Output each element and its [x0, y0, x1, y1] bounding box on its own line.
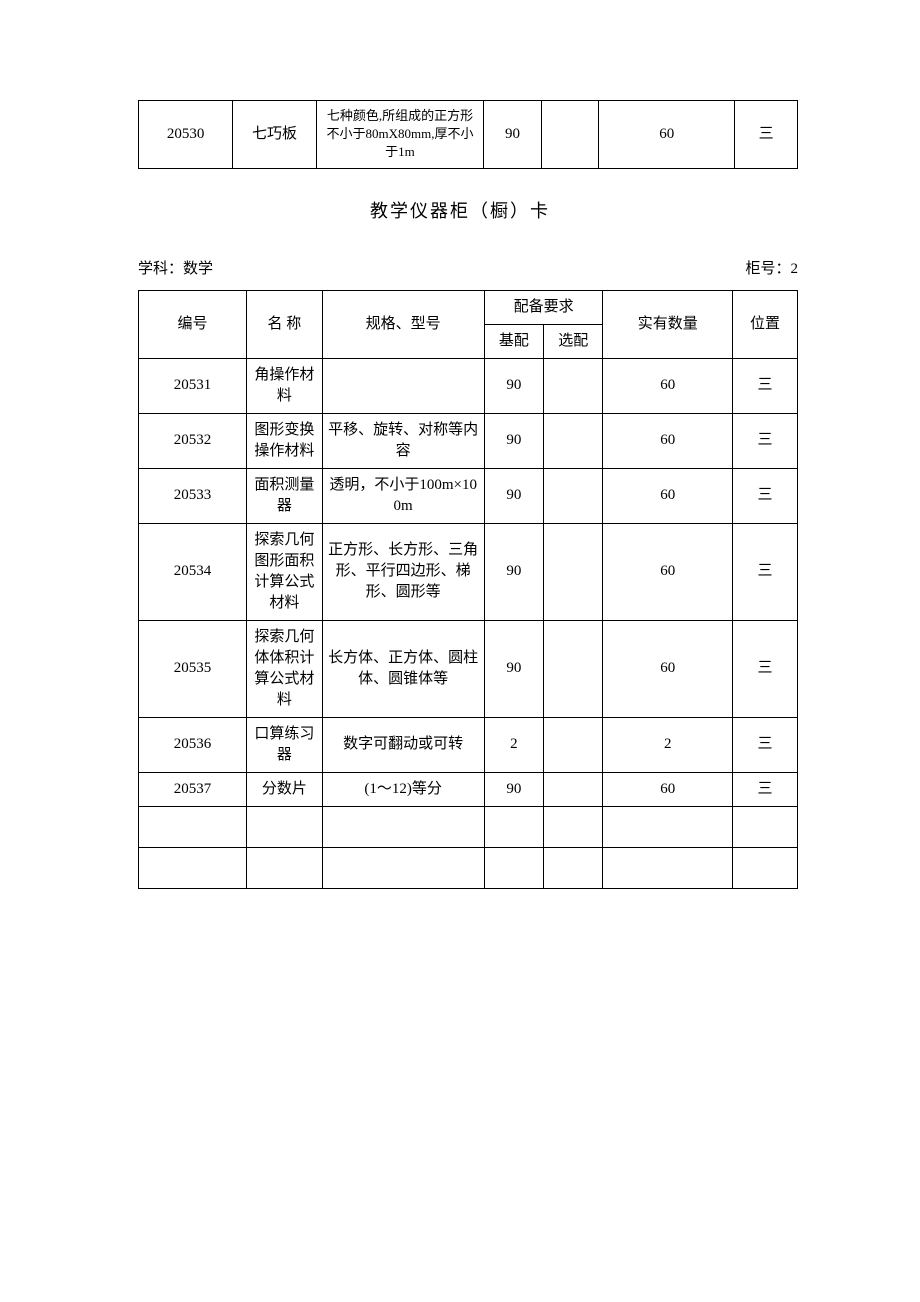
cell-spec: 数字可翻动或可转	[322, 717, 484, 772]
cabinet-label: 柜号：2	[745, 257, 798, 278]
cell-opt	[544, 468, 603, 523]
cell-id	[139, 847, 247, 888]
cell-base: 90	[484, 101, 542, 169]
cell-id: 20530	[139, 101, 233, 169]
cell-actual: 60	[603, 358, 733, 413]
cell-pos: 三	[733, 468, 798, 523]
cell-spec: 七种颜色,所组成的正方形不小于80mX80mm,厚不小于1m	[316, 101, 483, 169]
table-row: 20537分数片(1～12)等分90 60三	[139, 772, 798, 806]
cell-base: 90	[484, 468, 543, 523]
cell-name: 七巧板	[233, 101, 317, 169]
cell-pos: 三	[733, 717, 798, 772]
cell-opt	[541, 101, 599, 169]
table-row: 20533面积测量器透明，不小于100m×100m90 60三	[139, 468, 798, 523]
cell-name: 图形变换操作材料	[247, 413, 323, 468]
page-container: 20530 七巧板 七种颜色,所组成的正方形不小于80mX80mm,厚不小于1m…	[0, 100, 920, 929]
table-row: 20536口算练习器数字可翻动或可转22三	[139, 717, 798, 772]
cell-base: 90	[484, 620, 543, 717]
cell-base: 90	[484, 772, 543, 806]
cell-opt	[544, 717, 603, 772]
cell-base	[484, 847, 543, 888]
cell-actual: 60	[603, 523, 733, 620]
main-table: 编号 名 称 规格、型号 配备要求 实有数量 位置 基配 选配 20531角操作…	[138, 290, 798, 889]
cell-id: 20535	[139, 620, 247, 717]
table-row: 20531角操作材料 90 60三	[139, 358, 798, 413]
cell-opt	[544, 806, 603, 847]
cell-base: 90	[484, 413, 543, 468]
cell-actual: 60	[603, 468, 733, 523]
cell-pos: 三	[735, 101, 798, 169]
cell-spec: 平移、旋转、对称等内容	[322, 413, 484, 468]
table-row: 20532图形变换操作材料平移、旋转、对称等内容90 60三	[139, 413, 798, 468]
cell-name	[247, 847, 323, 888]
cell-pos: 三	[733, 413, 798, 468]
header-id: 编号	[139, 290, 247, 358]
cell-id: 20532	[139, 413, 247, 468]
header-spec: 规格、型号	[322, 290, 484, 358]
meta-row: 学科：数学 柜号：2	[138, 257, 798, 278]
cell-id: 20537	[139, 772, 247, 806]
cell-actual	[603, 847, 733, 888]
cell-base: 90	[484, 358, 543, 413]
cell-opt	[544, 847, 603, 888]
cell-pos	[733, 847, 798, 888]
header-name: 名 称	[247, 290, 323, 358]
cell-opt	[544, 523, 603, 620]
cell-base	[484, 806, 543, 847]
header-opt: 选配	[544, 324, 603, 358]
top-fragment-table: 20530 七巧板 七种颜色,所组成的正方形不小于80mX80mm,厚不小于1m…	[138, 100, 798, 169]
cell-actual	[603, 806, 733, 847]
header-row-1: 编号 名 称 规格、型号 配备要求 实有数量 位置	[139, 290, 798, 324]
table-row	[139, 806, 798, 847]
cell-opt	[544, 413, 603, 468]
cell-id: 20531	[139, 358, 247, 413]
cell-opt	[544, 358, 603, 413]
cell-spec: 透明，不小于100m×100m	[322, 468, 484, 523]
cell-pos: 三	[733, 358, 798, 413]
cell-id: 20536	[139, 717, 247, 772]
cell-spec	[322, 847, 484, 888]
table-row: 20535探索几何体体积计算公式材料长方体、正方体、圆柱体、圆锥体等90 60三	[139, 620, 798, 717]
cell-pos	[733, 806, 798, 847]
table-row	[139, 847, 798, 888]
cell-spec: (1～12)等分	[322, 772, 484, 806]
cell-opt	[544, 620, 603, 717]
cell-name: 探索几何体体积计算公式材料	[247, 620, 323, 717]
page-title: 教学仪器柜（橱）卡	[0, 197, 920, 223]
cell-opt	[544, 772, 603, 806]
cell-id: 20533	[139, 468, 247, 523]
cell-name: 探索几何图形面积计算公式材料	[247, 523, 323, 620]
cell-spec	[322, 358, 484, 413]
cell-actual: 60	[603, 620, 733, 717]
cell-base: 90	[484, 523, 543, 620]
cell-actual: 60	[603, 413, 733, 468]
cell-spec	[322, 806, 484, 847]
header-base: 基配	[484, 324, 543, 358]
cell-name: 分数片	[247, 772, 323, 806]
cell-pos: 三	[733, 523, 798, 620]
header-req: 配备要求	[484, 290, 603, 324]
subject-label: 学科：数学	[138, 257, 213, 278]
cell-pos: 三	[733, 620, 798, 717]
cell-name	[247, 806, 323, 847]
header-pos: 位置	[733, 290, 798, 358]
cell-spec: 长方体、正方体、圆柱体、圆锥体等	[322, 620, 484, 717]
cell-base: 2	[484, 717, 543, 772]
cell-id: 20534	[139, 523, 247, 620]
cell-actual: 60	[599, 101, 735, 169]
cell-pos: 三	[733, 772, 798, 806]
table-row: 20534探索几何图形面积计算公式材料正方形、长方形、三角形、平行四边形、梯形、…	[139, 523, 798, 620]
cell-actual: 60	[603, 772, 733, 806]
cell-name: 口算练习器	[247, 717, 323, 772]
cell-actual: 2	[603, 717, 733, 772]
cell-id	[139, 806, 247, 847]
cell-name: 面积测量器	[247, 468, 323, 523]
cell-spec: 正方形、长方形、三角形、平行四边形、梯形、圆形等	[322, 523, 484, 620]
header-actual: 实有数量	[603, 290, 733, 358]
table-row: 20530 七巧板 七种颜色,所组成的正方形不小于80mX80mm,厚不小于1m…	[139, 101, 798, 169]
cell-name: 角操作材料	[247, 358, 323, 413]
